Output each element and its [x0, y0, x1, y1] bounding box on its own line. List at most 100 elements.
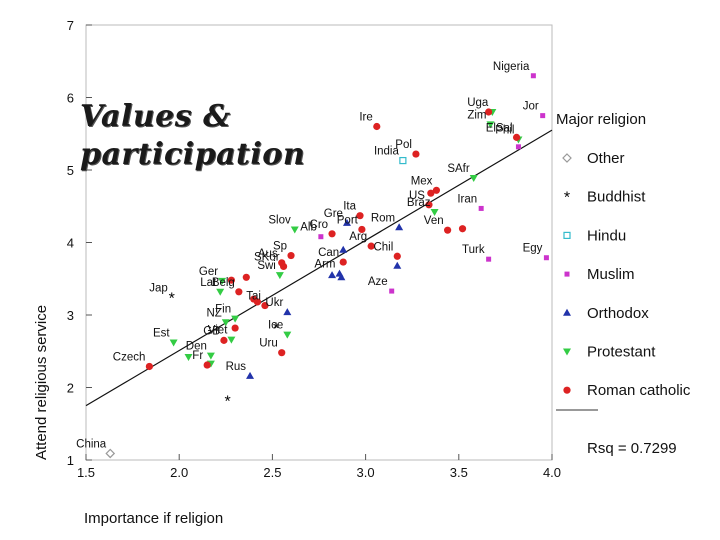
point-label: Jor	[523, 101, 539, 113]
legend-label: Orthodox	[587, 305, 649, 322]
data-point	[335, 269, 344, 277]
data-point	[287, 251, 295, 260]
data-point	[393, 252, 401, 260]
y-tick-label: 2	[67, 381, 74, 396]
point-label: SKor	[254, 251, 280, 263]
data-point	[278, 349, 286, 357]
x-tick-label: 1.5	[77, 465, 95, 480]
point-label: Viet	[208, 325, 228, 337]
y-tick-label: 4	[67, 236, 74, 251]
data-point	[242, 273, 250, 281]
data-point	[515, 144, 521, 150]
data-point	[328, 271, 337, 279]
point-label: GB	[203, 325, 220, 337]
data-point	[328, 230, 336, 238]
point-label: Ice	[268, 320, 283, 332]
y-axis-title: Attend religious service	[33, 305, 50, 460]
legend-items: Other * Buddhist Hindu Muslim Orthodox Protest…	[562, 150, 691, 399]
point-label: Lat	[200, 277, 217, 289]
data-point	[283, 331, 292, 339]
point-label: Chil	[373, 241, 393, 253]
data-point	[203, 361, 211, 369]
point-label: Tai	[246, 291, 261, 303]
data-point	[367, 242, 375, 250]
slide-title: Values & participation	[80, 99, 306, 172]
point-label: Ven	[424, 215, 444, 227]
data-point	[432, 186, 441, 194]
plot-frame	[85, 24, 553, 461]
data-point	[246, 371, 255, 379]
legend-marker	[563, 386, 571, 394]
data-point	[231, 324, 239, 332]
y-tick-label: 1	[67, 453, 74, 468]
point-label: Swi	[257, 260, 276, 272]
data-point	[427, 189, 435, 197]
point-label: Fr	[192, 350, 203, 362]
point-label: Mex	[411, 175, 433, 187]
x-axis-title: Importance if religion	[84, 510, 223, 527]
point-label: SAfr	[447, 163, 470, 175]
point-label: Ita	[343, 201, 356, 213]
x-tick-label: 3.0	[357, 465, 375, 480]
data-point	[430, 209, 439, 217]
data-point	[342, 218, 351, 226]
point-label: Jap	[149, 283, 168, 295]
data-point	[218, 277, 227, 285]
point-label: Cro	[310, 219, 329, 231]
data-point	[231, 315, 240, 323]
point-label: Zim	[467, 109, 486, 121]
y-tick-label: 5	[67, 163, 74, 178]
data-point	[358, 225, 366, 234]
point-label: Aus	[258, 248, 278, 260]
point-label: Egy	[523, 243, 543, 255]
point-label: Belg	[212, 277, 235, 289]
x-tick-label: 3.5	[450, 465, 468, 480]
y-tick-label: 6	[67, 91, 74, 106]
point-label: ElSal	[486, 122, 513, 134]
data-point	[530, 73, 536, 79]
data-point: *	[225, 394, 231, 411]
legend-title: Major religion	[556, 111, 646, 128]
point-label: Port	[337, 214, 359, 226]
data-point	[145, 362, 153, 371]
point-label: Arm	[314, 259, 335, 271]
data-point	[283, 308, 292, 316]
point-label: Gre	[324, 208, 343, 220]
point-label: Rom	[371, 212, 395, 224]
point-label: Uru	[259, 338, 278, 350]
data-point	[105, 448, 116, 459]
legend-marker	[563, 231, 571, 239]
data-point	[216, 288, 225, 296]
data-point	[486, 256, 492, 262]
legend-label: Protestant	[587, 344, 656, 361]
x-tick-label: 4.0	[543, 465, 561, 480]
point-label: Iran	[457, 193, 477, 205]
legend-label: Muslim	[587, 266, 635, 283]
data-point	[458, 225, 467, 233]
data-point	[395, 223, 404, 231]
data-point	[318, 234, 324, 240]
data-point: *	[169, 291, 175, 308]
data-point	[290, 226, 299, 234]
legend-marker	[564, 271, 570, 277]
point-label: Alb	[300, 222, 317, 234]
point-label: Ger	[199, 266, 218, 278]
data-point	[540, 113, 546, 119]
x-tick-label: 2.5	[263, 465, 281, 480]
point-label: Sp	[273, 241, 287, 253]
data-point	[339, 245, 348, 253]
point-label: Fin	[215, 304, 231, 316]
legend-label: Roman catholic	[587, 382, 691, 399]
point-label: Nigeria	[493, 61, 530, 73]
data-point	[337, 273, 346, 281]
legend-marker	[563, 308, 571, 316]
data-point	[425, 201, 433, 209]
data-point	[444, 226, 452, 234]
data-point	[227, 336, 236, 344]
data-point	[339, 258, 347, 266]
x-tick-label: 2.0	[170, 465, 188, 480]
data-point	[469, 174, 478, 182]
data-point	[279, 262, 288, 271]
axes-group: 1.5 2.0 2.5 3.0 3.5 4.0 1 2 3 4 5 6 7	[67, 18, 561, 480]
